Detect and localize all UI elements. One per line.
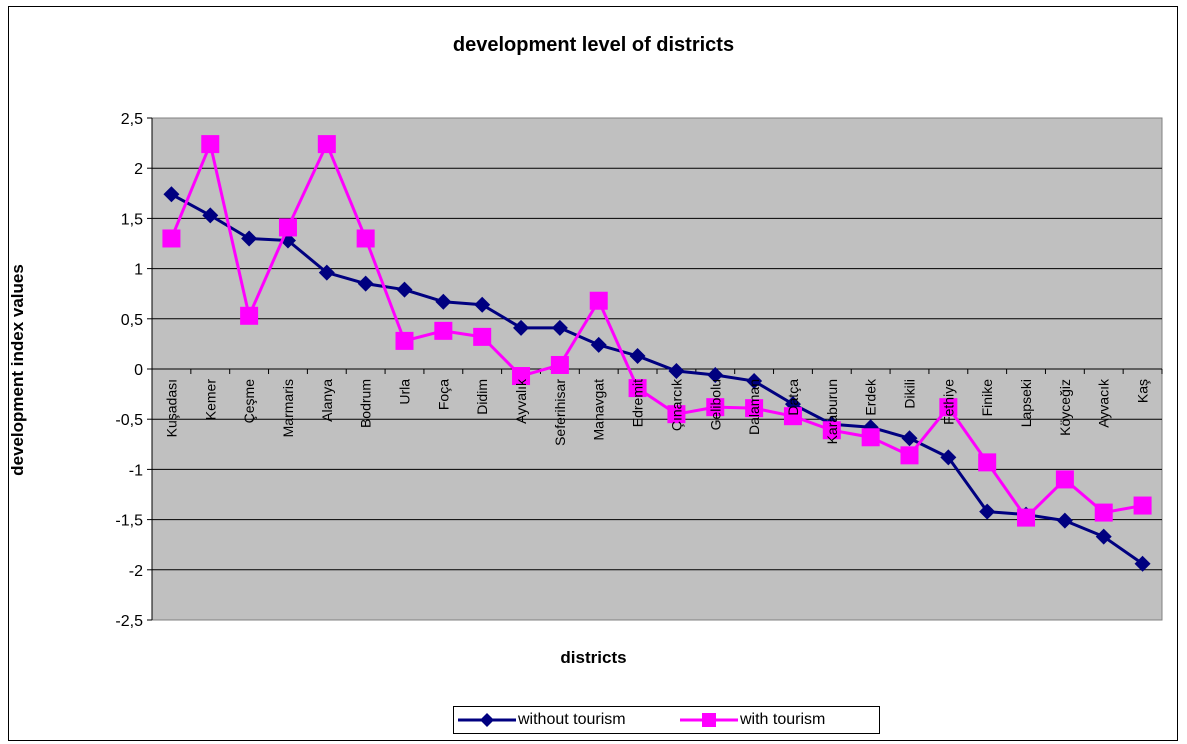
data-point-with-tourism	[939, 398, 958, 417]
y-tick-label: 0	[134, 362, 143, 379]
data-point-without-tourism	[629, 347, 646, 364]
x-tick-label: Datça	[785, 379, 801, 416]
data-point-with-tourism	[900, 446, 919, 465]
data-point-without-tourism	[979, 503, 996, 520]
x-tick-label: Alanya	[319, 379, 335, 422]
x-tick-label: Çeşme	[241, 379, 257, 424]
chart-title: development level of districts	[452, 34, 735, 56]
data-point-without-tourism	[435, 293, 452, 310]
x-tick-label: Marmaris	[280, 379, 296, 437]
y-tick-label: 1,5	[121, 211, 143, 228]
data-point-with-tourism	[550, 355, 569, 374]
y-tick-label: -0,5	[115, 412, 143, 429]
data-point-with-tourism	[512, 367, 531, 386]
data-point-with-tourism	[240, 306, 259, 325]
x-tick-label: Lapseki	[1018, 379, 1034, 427]
x-tick-label: Kaş	[1135, 379, 1151, 403]
data-point-with-tourism	[978, 453, 997, 472]
y-tick-label: -2,5	[115, 613, 143, 630]
data-point-with-tourism	[434, 321, 453, 340]
data-point-without-tourism	[901, 430, 918, 447]
legend: without tourism with tourism	[453, 706, 880, 734]
legend-swatch-without-tourism	[458, 713, 516, 727]
x-tick-label: Seferihisar	[552, 379, 568, 446]
legend-item-without-tourism: without tourism	[456, 707, 626, 733]
data-point-without-tourism	[668, 363, 685, 380]
data-point-with-tourism	[589, 291, 608, 310]
x-tick-label: Köyceğiz	[1057, 379, 1073, 436]
series-line-without-tourism	[170, 192, 1144, 566]
data-point-with-tourism	[201, 135, 220, 154]
data-point-without-tourism	[396, 281, 413, 298]
x-tick-label: Manavgat	[591, 379, 607, 441]
y-tick-label: 1	[134, 262, 143, 279]
legend-swatch-with-tourism	[680, 713, 738, 727]
x-tick-label: Bodrum	[358, 379, 374, 428]
data-point-with-tourism	[1133, 496, 1152, 515]
y-tick-label: 0,5	[121, 312, 143, 329]
y-tick-label: -2	[129, 563, 143, 580]
x-tick-label: Urla	[397, 379, 413, 405]
data-point-without-tourism	[318, 264, 335, 281]
data-point-without-tourism	[707, 367, 724, 384]
data-point-without-tourism	[940, 449, 957, 466]
data-point-without-tourism	[474, 296, 491, 313]
data-point-with-tourism	[1094, 503, 1113, 522]
x-tick-label: Dalaman	[746, 379, 762, 435]
data-point-without-tourism	[590, 336, 607, 353]
x-tick-label: Edremit	[630, 379, 646, 427]
legend-item-with-tourism: with tourism	[678, 707, 825, 733]
data-point-with-tourism	[745, 399, 764, 418]
data-point-without-tourism	[1095, 528, 1112, 545]
x-tick-label: Kuşadası	[163, 379, 179, 437]
x-tick-label: Kemer	[202, 379, 218, 421]
x-tick-label: Çınarcık	[668, 378, 684, 431]
y-tick-label: 2	[134, 161, 143, 178]
y-tick-label: -1	[129, 462, 143, 479]
data-point-with-tourism	[1055, 470, 1074, 489]
data-point-with-tourism	[395, 331, 414, 350]
x-tick-label: Didim	[474, 379, 490, 415]
series-line-with-tourism	[170, 142, 1143, 520]
data-point-with-tourism	[278, 218, 297, 237]
x-axis-label: districts	[560, 648, 627, 667]
data-point-without-tourism	[1056, 512, 1073, 529]
data-point-without-tourism	[551, 319, 568, 336]
legend-label-with-tourism: with tourism	[740, 711, 826, 728]
x-tick-label: Foça	[435, 379, 451, 410]
data-point-with-tourism	[162, 229, 181, 248]
data-point-with-tourism	[667, 405, 686, 424]
data-point-with-tourism	[783, 407, 802, 426]
x-tick-label: Karaburun	[824, 379, 840, 444]
data-point-without-tourism	[357, 275, 374, 292]
data-point-without-tourism	[202, 207, 219, 224]
data-point-without-tourism	[163, 186, 180, 203]
data-point-without-tourism	[746, 373, 763, 390]
data-point-with-tourism	[628, 379, 647, 398]
data-point-without-tourism	[241, 230, 258, 247]
data-point-with-tourism	[1017, 508, 1036, 527]
y-tick-label: -1,5	[115, 513, 143, 530]
x-tick-label: Dikili	[902, 379, 918, 409]
data-point-with-tourism	[356, 229, 375, 248]
legend-label-without-tourism: without tourism	[518, 711, 626, 728]
data-point-with-tourism	[706, 398, 725, 417]
x-tick-label: Ayvacık	[1096, 378, 1112, 428]
x-tick-label: Ayvalık	[513, 378, 529, 424]
data-point-with-tourism	[473, 327, 492, 346]
data-point-without-tourism	[1134, 555, 1151, 572]
x-tick-label: Gelibolu	[707, 379, 723, 430]
x-tick-label: Erdek	[863, 378, 879, 416]
data-point-without-tourism	[513, 319, 530, 336]
data-point-with-tourism	[822, 421, 841, 440]
y-tick-label: 2,5	[121, 111, 143, 128]
x-tick-label: Fethiye	[940, 379, 956, 425]
x-tick-label: Finike	[979, 379, 995, 417]
data-point-with-tourism	[861, 428, 880, 447]
data-point-with-tourism	[317, 135, 336, 154]
